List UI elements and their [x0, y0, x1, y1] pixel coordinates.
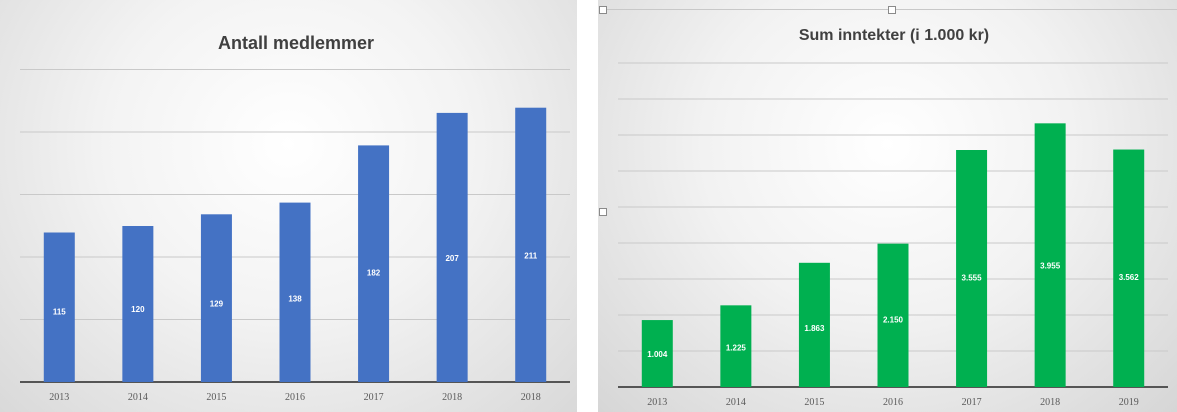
data-label: 129 [210, 300, 224, 309]
data-label: 3.955 [1040, 261, 1061, 270]
data-label: 3.562 [1119, 273, 1140, 282]
data-label: 1.225 [726, 343, 747, 352]
x-tick-label: 2019 [1119, 397, 1139, 408]
bar [956, 150, 988, 387]
bar [200, 214, 232, 382]
bar [877, 243, 909, 387]
bar [641, 320, 673, 387]
selection-handle-top[interactable] [888, 6, 896, 14]
members-chart: 2013 2014 2015 2016 2017 2018 2018 115 120 129 13… [20, 33, 570, 403]
chart-title: Antall medlemmer [218, 33, 374, 53]
x-tick-label: 2018 [442, 392, 462, 403]
data-label: 211 [524, 252, 537, 261]
x-tick-label: 2016 [883, 397, 903, 408]
selection-handle-left[interactable] [599, 208, 607, 216]
data-label: 207 [445, 254, 459, 263]
bar [436, 112, 468, 383]
x-tick-label: 2018 [1040, 397, 1060, 408]
bar [515, 107, 547, 382]
bar [43, 232, 75, 382]
x-tick-label: 2017 [364, 392, 384, 403]
data-label: 3.555 [962, 273, 983, 282]
bar [358, 145, 390, 382]
chart-panel-members: 2013 2014 2015 2016 2017 2018 2018 115 120 129 13… [0, 0, 577, 412]
bar [720, 305, 752, 387]
chart-title: Sum inntekter (i 1.000 kr) [799, 27, 989, 44]
data-label: 182 [367, 269, 381, 278]
bar [1034, 123, 1066, 387]
x-tick-label: 2015 [206, 392, 226, 403]
data-label: 1.863 [804, 324, 825, 333]
data-label: 115 [53, 308, 66, 317]
x-tick-label: 2013 [647, 397, 667, 408]
income-chart: 2013 2014 2015 2016 2017 2018 2019 1.004 1.225 1… [618, 27, 1168, 408]
x-tick-label: 2017 [962, 397, 982, 408]
x-tick-label: 2015 [804, 397, 824, 408]
selection-handle-top-left[interactable] [599, 6, 607, 14]
x-tick-label: 2016 [285, 392, 305, 403]
x-tick-label: 2014 [128, 392, 148, 403]
x-tick-label: 2018 [521, 392, 541, 403]
bar [798, 262, 830, 387]
data-label: 138 [288, 294, 302, 303]
bar [122, 226, 154, 382]
chart-panel-income[interactable]: 2013 2014 2015 2016 2017 2018 2019 1.004 1.225 1… [598, 0, 1177, 412]
x-tick-label: 2013 [49, 392, 69, 403]
data-label: 2.150 [883, 316, 904, 325]
x-tick-label: 2014 [726, 397, 746, 408]
data-label: 1.004 [647, 350, 668, 359]
bar [1113, 149, 1145, 387]
data-label: 120 [131, 305, 145, 314]
bar [279, 202, 311, 382]
